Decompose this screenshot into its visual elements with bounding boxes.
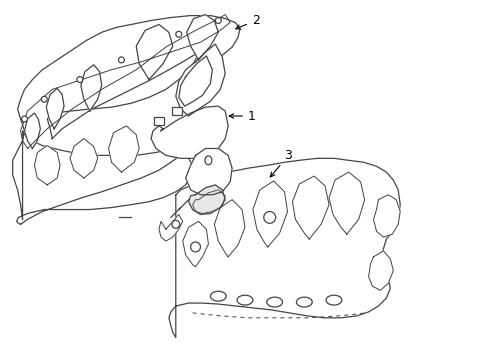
Polygon shape	[179, 56, 212, 106]
Ellipse shape	[210, 291, 226, 301]
Polygon shape	[186, 15, 218, 60]
Ellipse shape	[171, 220, 180, 228]
Polygon shape	[214, 200, 244, 257]
Polygon shape	[47, 52, 198, 139]
Polygon shape	[136, 24, 172, 80]
Bar	[171, 107, 182, 115]
Ellipse shape	[237, 295, 252, 305]
Polygon shape	[24, 113, 41, 148]
Polygon shape	[151, 106, 228, 158]
Ellipse shape	[41, 96, 47, 102]
Ellipse shape	[266, 297, 282, 307]
Ellipse shape	[263, 212, 275, 223]
Ellipse shape	[77, 77, 82, 82]
Polygon shape	[373, 195, 399, 237]
Polygon shape	[46, 89, 64, 129]
Polygon shape	[81, 65, 102, 111]
Ellipse shape	[190, 242, 200, 252]
Polygon shape	[252, 181, 287, 247]
Polygon shape	[70, 139, 98, 178]
Polygon shape	[108, 126, 139, 172]
Text: 3: 3	[270, 149, 292, 177]
Ellipse shape	[21, 116, 27, 122]
Polygon shape	[292, 176, 328, 239]
Polygon shape	[328, 172, 364, 234]
Ellipse shape	[118, 57, 124, 63]
Text: 1: 1	[229, 109, 255, 122]
Ellipse shape	[215, 18, 221, 23]
Ellipse shape	[175, 31, 182, 37]
Ellipse shape	[296, 297, 311, 307]
Ellipse shape	[325, 295, 341, 305]
Polygon shape	[13, 15, 240, 219]
Polygon shape	[159, 215, 183, 241]
Polygon shape	[34, 145, 60, 185]
Polygon shape	[183, 221, 208, 267]
Polygon shape	[175, 44, 225, 116]
Bar	[154, 117, 163, 125]
Polygon shape	[185, 148, 232, 195]
Polygon shape	[168, 158, 399, 338]
Text: 2: 2	[235, 14, 259, 29]
Ellipse shape	[204, 156, 211, 165]
Polygon shape	[368, 251, 392, 290]
Polygon shape	[17, 156, 192, 224]
Polygon shape	[188, 185, 225, 215]
